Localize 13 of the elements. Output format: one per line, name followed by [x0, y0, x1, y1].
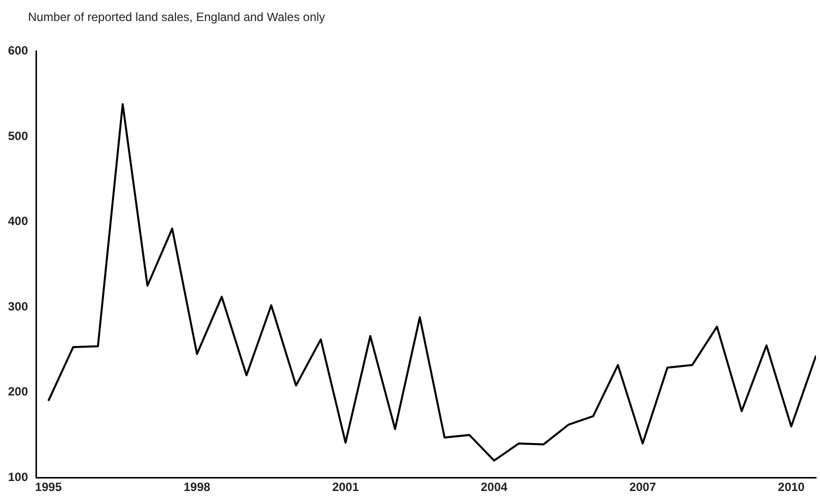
y-tick-label: 100	[8, 470, 28, 484]
chart-title: Number of reported land sales, England and Wales only	[28, 10, 326, 24]
y-tick-label: 500	[8, 128, 28, 143]
x-tick-label: 2007	[629, 480, 656, 494]
y-tick-label: 200	[8, 384, 28, 399]
x-tick-label: 2010	[778, 480, 805, 494]
y-tick-label: 300	[8, 299, 28, 314]
y-tick-label: 600	[8, 44, 28, 58]
x-tick-label: 1995	[35, 480, 62, 494]
x-tick-label: 1998	[184, 480, 211, 494]
x-tick-label: 2001	[332, 480, 360, 494]
x-tick-label: 2004	[480, 480, 508, 494]
y-tick-label: 400	[8, 214, 28, 228]
